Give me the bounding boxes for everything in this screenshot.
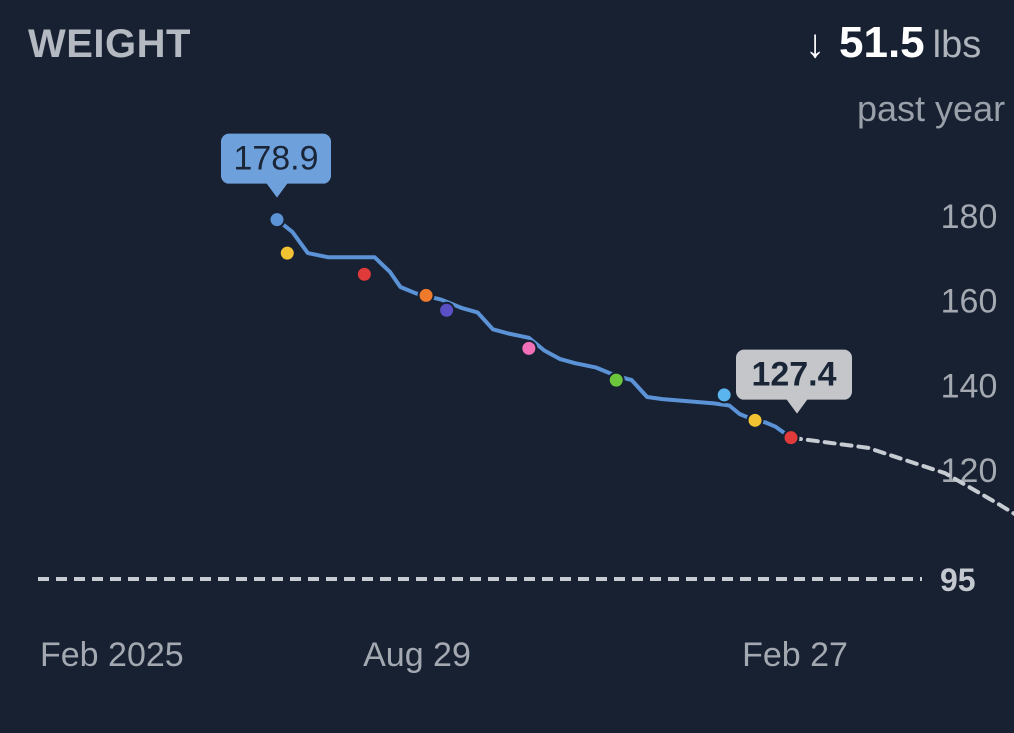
down-arrow-icon: ↓ — [805, 22, 825, 66]
y-tick-label: 140 — [941, 367, 998, 405]
callout-box — [736, 349, 852, 400]
period-label: past year — [857, 88, 1006, 129]
projection-line — [789, 435, 1014, 516]
x-tick-label: Feb 2025 — [40, 636, 184, 674]
data-point — [438, 301, 456, 319]
weight-line — [275, 217, 793, 440]
goal-label: 95 — [940, 562, 976, 598]
data-point — [417, 286, 435, 304]
data-point — [782, 429, 800, 447]
data-point — [715, 386, 733, 404]
chart-title: WEIGHT — [28, 22, 191, 66]
callout-label: 178.9 — [233, 140, 318, 178]
start-weight-callout: 178.9 — [221, 133, 331, 198]
y-tick-label: 120 — [941, 452, 998, 490]
y-tick-label: 160 — [941, 283, 998, 321]
data-point — [607, 371, 625, 389]
callout-label: 127.4 — [751, 356, 836, 394]
data-point — [268, 211, 286, 229]
data-point — [746, 411, 764, 429]
x-tick-label: Aug 29 — [363, 636, 471, 674]
callout-box — [221, 133, 331, 184]
callout-pointer — [266, 182, 288, 198]
y-tick-label: 180 — [941, 198, 998, 236]
data-point — [278, 244, 296, 262]
data-point — [355, 265, 373, 283]
current-weight-callout: 127.4 — [736, 349, 852, 414]
x-tick-label: Feb 27 — [742, 636, 848, 674]
weight-change-unit: lbs — [932, 24, 982, 66]
weight-change-summary: ↓ 51.5 lbs — [805, 18, 981, 68]
weight-change-value: 51.5 — [839, 18, 925, 67]
callout-pointer — [786, 398, 808, 414]
data-point — [520, 339, 538, 357]
